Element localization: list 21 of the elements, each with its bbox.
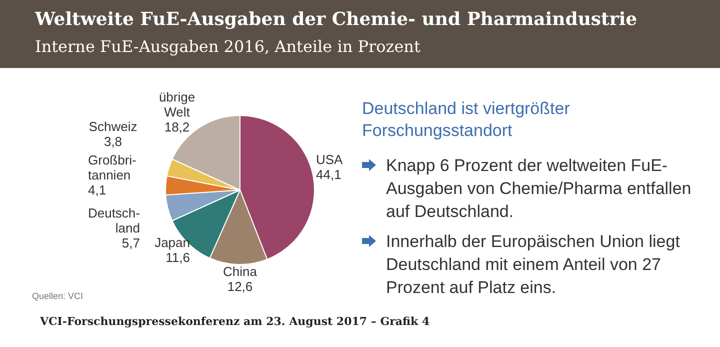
chart-subtitle: Interne FuE-Ausgaben 2016, Anteile in Prozent xyxy=(35,37,420,56)
data-label: 5,7 xyxy=(122,236,140,251)
slice-label: Japan xyxy=(154,235,190,250)
data-label: 3,8 xyxy=(104,134,122,150)
text: Innerhalb der Europäischen Union liegt Deutschland mit einem Anteil von 27 Prozent auf Platz eins. xyxy=(385,231,681,299)
slice-label: übrige Welt xyxy=(158,90,196,120)
text: Knapp 6 Prozent der weltweiten FuE-Ausgaben von Chemie/Pharma entfallen auf Deutschland. xyxy=(385,155,692,223)
text: VCI-Forschungspressekonferenz am 23. August 2017 – Grafik 4 xyxy=(40,315,430,328)
data-label: 4,1 xyxy=(88,182,106,198)
data-label: 12,6 xyxy=(227,279,253,294)
slice-label: Schweiz xyxy=(88,119,138,134)
data-label: 44,1 xyxy=(316,167,342,182)
chart-title: Weltweite FuE-Ausgaben der Chemie- und Pharmaindustrie xyxy=(35,9,638,30)
slice-label: Großbri- tannien xyxy=(88,152,136,183)
slice-label: USA xyxy=(316,152,344,168)
text: Deutschland ist viertgrößter Forschungsstandort xyxy=(362,98,571,142)
data-label: 18,2 xyxy=(164,120,190,135)
slice-label: China xyxy=(223,264,258,280)
source-note: Quellen: VCI xyxy=(32,291,84,301)
data-label: 11,6 xyxy=(166,250,190,266)
slice-label: Deutsch- land xyxy=(88,206,140,236)
